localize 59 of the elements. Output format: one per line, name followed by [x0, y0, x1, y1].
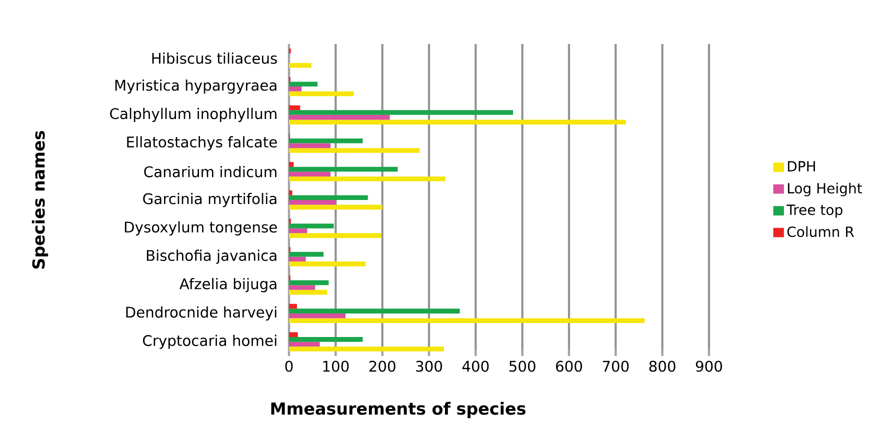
bar: [289, 166, 398, 172]
y-tick-label: Calphyllum inophyllum: [110, 108, 276, 122]
bar: [289, 114, 390, 120]
y-tick-label: Dendrocnide harveyi: [126, 306, 276, 321]
y-tick-label: Hibiscus tiliaceus: [152, 52, 277, 64]
legend-label: DPH: [788, 161, 815, 172]
bar: [289, 62, 312, 68]
bar: [289, 256, 306, 262]
bar: [289, 138, 363, 144]
x-tick-label: 0: [285, 360, 293, 372]
x-tick-label: 100: [323, 360, 349, 372]
legend-label: Column R: [787, 226, 854, 238]
bar: [289, 228, 308, 234]
bar: [289, 332, 298, 338]
bar: [289, 280, 329, 286]
y-tick-label: Garcinia myrtifolia: [143, 192, 276, 208]
y-tick-label: Dysoxylum tongense: [124, 221, 277, 236]
x-tick-label: 500: [509, 360, 536, 372]
bar: [289, 86, 302, 92]
bar: [289, 143, 331, 148]
x-tick-label: 600: [556, 360, 582, 372]
bar: [289, 346, 444, 352]
bar: [289, 337, 363, 342]
bar: [289, 290, 328, 295]
x-tick-label: 800: [649, 360, 676, 372]
bar: [289, 82, 318, 87]
bar: [289, 204, 382, 210]
y-axis-title: Species names: [32, 131, 48, 269]
y-tick-label: Myristica hypargyraea: [115, 79, 276, 94]
bar: [289, 224, 334, 228]
y-tick-label: Canarium indicum: [144, 166, 276, 178]
bar: [289, 233, 382, 238]
y-tick-label: Cryptocaria homei: [143, 334, 276, 349]
legend-label: Log Height: [788, 182, 862, 196]
bar: [289, 195, 368, 200]
bar: [289, 313, 346, 318]
x-tick-label: 200: [369, 360, 396, 372]
x-axis-title: Mmeasurements of species: [271, 402, 526, 418]
bar: [289, 91, 354, 96]
y-tick-label: Afzelia bijuga: [179, 278, 276, 292]
legend-label: Tree top: [786, 204, 842, 218]
bar: [289, 308, 460, 314]
bar: [289, 285, 316, 290]
x-tick-label: 700: [602, 360, 629, 372]
x-tick-label: 400: [462, 360, 489, 372]
bar: [289, 172, 331, 176]
y-tick-label: Bischofia javanica: [146, 250, 276, 264]
x-tick-label: 300: [416, 360, 442, 372]
bar: [289, 200, 336, 205]
bar: [289, 120, 626, 125]
bar: [289, 148, 420, 153]
bar: [289, 110, 513, 115]
x-tick-label: 900: [696, 360, 722, 372]
bar: [289, 176, 446, 182]
bar: [289, 262, 366, 266]
bar: [289, 342, 320, 347]
bar: [289, 252, 324, 257]
y-tick-label: Ellatostachys falcate: [127, 136, 277, 150]
bar: [289, 318, 645, 324]
